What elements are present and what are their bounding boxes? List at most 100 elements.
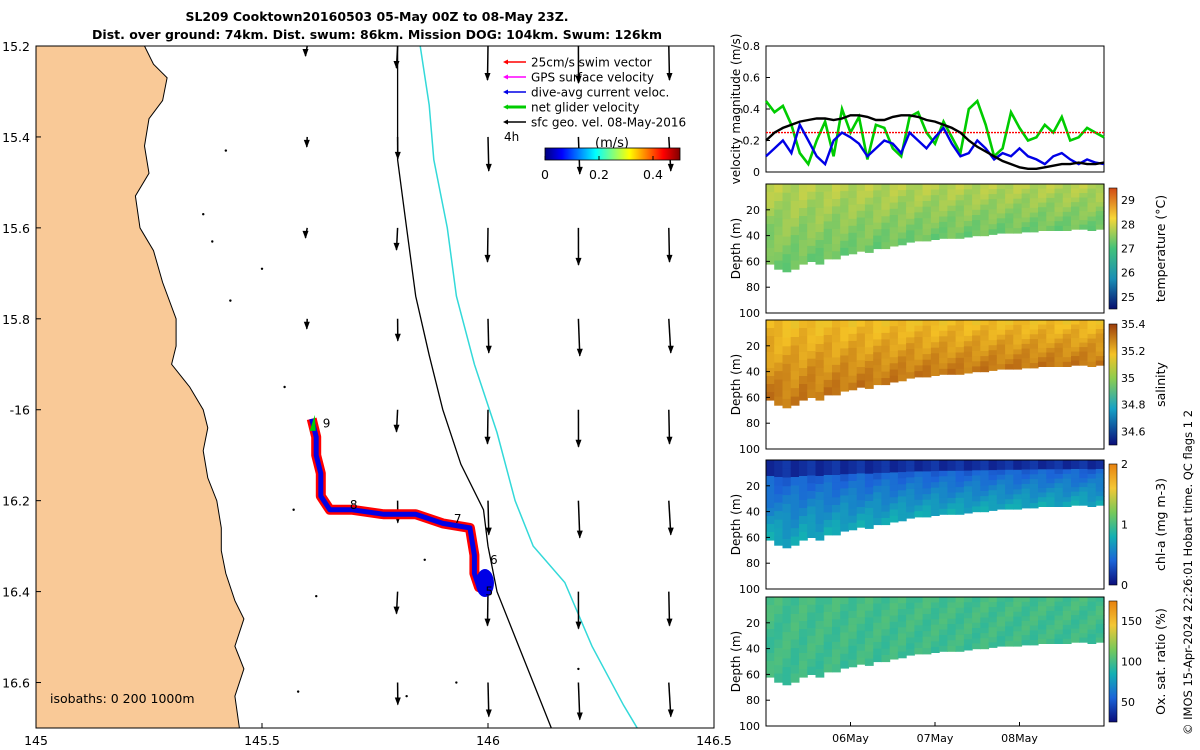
chla-cell bbox=[930, 476, 940, 483]
salinity-cell bbox=[1071, 360, 1080, 366]
temperature-cell bbox=[955, 200, 965, 207]
chla-cell bbox=[980, 480, 990, 487]
oxygen-cell bbox=[864, 617, 874, 625]
salinity-cell bbox=[947, 368, 957, 375]
chla-cell bbox=[906, 465, 915, 473]
salinity-cell bbox=[1029, 343, 1039, 350]
oxygen-cell bbox=[1046, 610, 1056, 617]
chla-cell bbox=[840, 481, 849, 489]
salinity-cell bbox=[1079, 347, 1089, 353]
salinity-cell bbox=[1005, 334, 1014, 341]
oxygen-cell bbox=[1046, 634, 1056, 640]
oxygen-cell bbox=[1079, 628, 1089, 634]
salinity-cell bbox=[1046, 361, 1056, 367]
temperature-cell bbox=[1079, 215, 1089, 221]
oxygen-colorbar-label: Ox. sat. ratio (%) bbox=[1153, 608, 1168, 715]
chla-cell bbox=[1046, 469, 1056, 475]
salinity-cell bbox=[939, 325, 948, 332]
salinity-cell bbox=[963, 367, 973, 374]
velocity-series-line bbox=[765, 114, 1105, 171]
chla-cell bbox=[1021, 483, 1031, 490]
temperature-cell bbox=[848, 197, 858, 206]
temperature-cell bbox=[889, 215, 899, 222]
oxygen-cell bbox=[1087, 634, 1097, 640]
salinity-cell bbox=[922, 365, 932, 372]
salinity-cell bbox=[1071, 338, 1080, 344]
salinity-cell bbox=[930, 369, 940, 376]
temperature-cell bbox=[1005, 218, 1014, 224]
salinity-cell bbox=[947, 320, 957, 326]
temperature-cell bbox=[1079, 197, 1089, 203]
oxygen-cell bbox=[906, 631, 915, 639]
chla-colorbar-tick: 2 bbox=[1121, 458, 1128, 471]
chla-cell bbox=[1013, 474, 1023, 481]
temperature-cell bbox=[1062, 184, 1072, 190]
salinity-cell bbox=[832, 327, 841, 336]
temperature-cell bbox=[799, 208, 808, 217]
temperature-cell bbox=[840, 226, 849, 235]
salinity-cell bbox=[1021, 363, 1031, 369]
temperature-cell bbox=[790, 252, 800, 262]
chla-cell bbox=[790, 511, 800, 521]
oxygen-cell bbox=[1079, 633, 1089, 639]
oxygen-cell bbox=[1095, 597, 1105, 603]
temperature-cell bbox=[1013, 203, 1023, 210]
chla-cell bbox=[774, 519, 783, 529]
reef-speck bbox=[260, 267, 264, 270]
oxygen-cell bbox=[1071, 619, 1080, 625]
salinity-cell bbox=[823, 320, 833, 329]
oxygen-cell bbox=[996, 606, 1006, 613]
geo-velocity-arrowhead bbox=[576, 712, 583, 721]
salinity-cell bbox=[799, 336, 808, 345]
oxygen-cell bbox=[1071, 606, 1080, 612]
oxygen-cell bbox=[1021, 630, 1031, 636]
oxygen-cell bbox=[1029, 620, 1039, 627]
salinity-cell bbox=[1046, 338, 1056, 344]
geo-velocity-arrowhead bbox=[666, 254, 673, 263]
oxygen-cell bbox=[1054, 606, 1064, 612]
temperature-cell bbox=[1046, 216, 1056, 222]
isobath-1000m bbox=[419, 46, 638, 728]
oxygen-cell bbox=[1013, 611, 1023, 618]
salinity-cell bbox=[873, 320, 882, 327]
salinity-cell bbox=[807, 320, 816, 329]
salinity-cell bbox=[1038, 352, 1047, 358]
salinity-cell bbox=[840, 376, 849, 385]
salinity-cell bbox=[1087, 352, 1097, 358]
oxygen-cell bbox=[897, 609, 907, 616]
salinity-cell bbox=[930, 358, 940, 365]
oxygen-cell bbox=[832, 612, 841, 621]
temperature-cell bbox=[1046, 197, 1056, 204]
salinity-cell bbox=[815, 320, 825, 329]
salinity-cell bbox=[972, 356, 981, 362]
temperature-cell bbox=[848, 218, 858, 227]
chla-cell bbox=[1005, 479, 1014, 486]
temperature-cell bbox=[980, 220, 990, 226]
chla-cell bbox=[1054, 478, 1064, 484]
oxygen-cell bbox=[864, 597, 874, 605]
temperature-cell bbox=[1079, 220, 1089, 226]
chla-cell bbox=[955, 508, 965, 515]
temperature-cell bbox=[1095, 211, 1105, 217]
chla-cell bbox=[1079, 500, 1089, 506]
oxygen-cell bbox=[922, 636, 932, 643]
chla-cell bbox=[972, 491, 981, 497]
chla-cell bbox=[955, 487, 965, 494]
oxygen-cell bbox=[1087, 610, 1097, 617]
oxygen-cell bbox=[823, 641, 833, 650]
temperature-cell bbox=[1038, 216, 1047, 222]
chla-cell bbox=[856, 480, 866, 488]
temperature-cell bbox=[774, 243, 783, 253]
salinity-cell bbox=[1013, 364, 1023, 370]
oxygen-cell bbox=[889, 646, 899, 654]
oxygen-cell bbox=[980, 628, 990, 634]
chla-cell bbox=[881, 472, 891, 480]
chla-cell bbox=[939, 460, 948, 466]
colorbar-tick-label: 0.4 bbox=[643, 167, 663, 182]
oxygen-cell bbox=[823, 664, 833, 673]
salinity-cell bbox=[1087, 347, 1097, 354]
salinity-cell bbox=[790, 371, 800, 381]
chla-cell bbox=[1062, 478, 1072, 484]
salinity-cell bbox=[782, 390, 792, 400]
temperature-cell bbox=[889, 208, 899, 216]
